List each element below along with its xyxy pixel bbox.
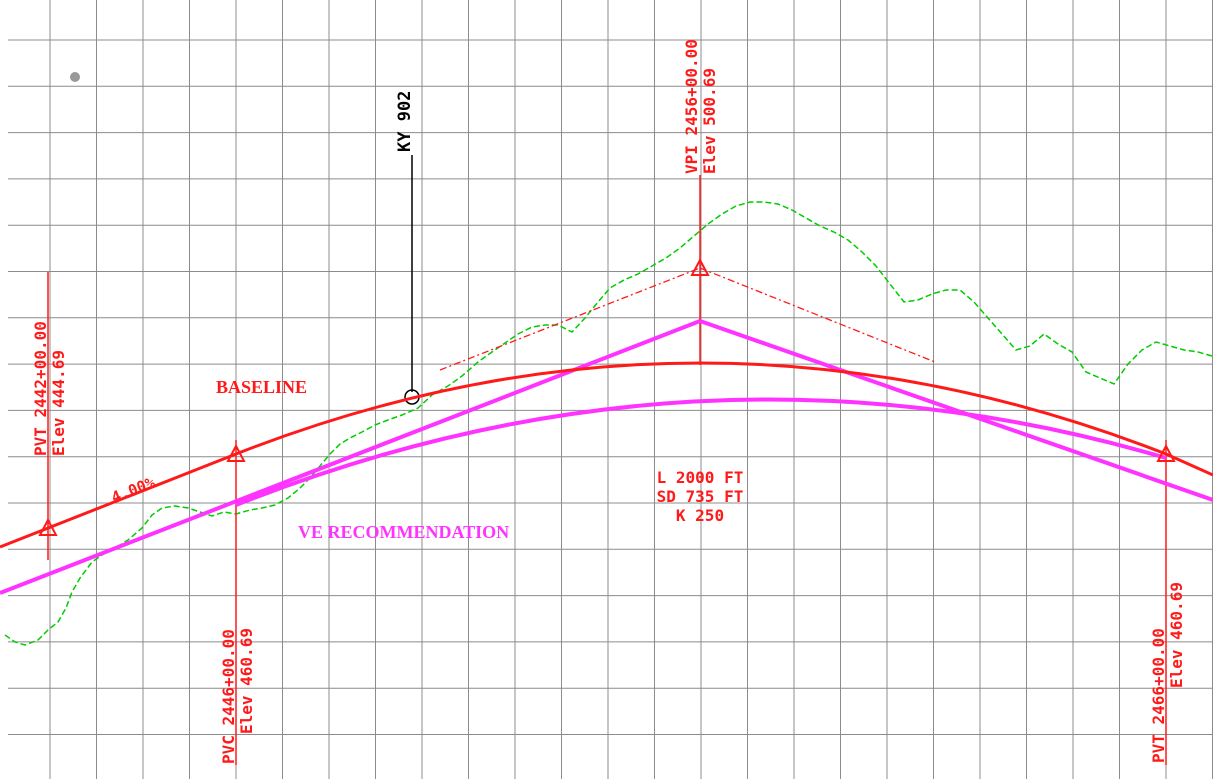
- pvc-marker: [226, 443, 246, 462]
- pvc-station-label: PVC 2446+00.00: [219, 629, 238, 764]
- pvt-left-station-label: PVT 2442+00.00: [31, 321, 50, 456]
- baseline-tangent-out: [1165, 452, 1213, 477]
- pvt-right-station-label: PVT 2466+00.00: [1149, 628, 1168, 763]
- baseline-label: BASELINE: [216, 377, 307, 397]
- pvt-right-marker: [1156, 443, 1176, 462]
- vpi-elev-label: Elev 500.69: [700, 68, 719, 174]
- pvt-left-marker: [38, 517, 58, 536]
- grade-label: 4.00%: [109, 473, 158, 507]
- baseline-tangent-left: [439, 267, 701, 371]
- pvt-left-elev-label: Elev 444.69: [49, 350, 68, 456]
- sight-distance-label: SD 735 FT: [657, 487, 744, 506]
- pvt-right-elev-label: Elev 460.69: [1167, 582, 1186, 688]
- baseline-tangent-right: [699, 267, 936, 363]
- pvc-elev-label: Elev 460.69: [237, 628, 256, 734]
- ky902-label: KY 902: [395, 91, 415, 152]
- k-value-label: K 250: [676, 506, 724, 525]
- baseline-tangent-in: [0, 452, 237, 549]
- ve-recommendation-label: VE RECOMMENDATION: [298, 522, 509, 542]
- curve-length-label: L 2000 FT: [657, 468, 744, 487]
- vpi-marker: [690, 257, 710, 276]
- baseline-vertical-curve: [235, 361, 1167, 456]
- ve-vertical-curve: [235, 397, 1167, 507]
- ve-tangent-left: [0, 319, 701, 595]
- grid: [8, 0, 1213, 779]
- vpi-station-label: VPI 2456+00.00: [682, 39, 701, 174]
- existing-ground-line: [4, 201, 1213, 646]
- ve-tangent-right: [699, 319, 1213, 502]
- survey-point-marker: [70, 72, 80, 82]
